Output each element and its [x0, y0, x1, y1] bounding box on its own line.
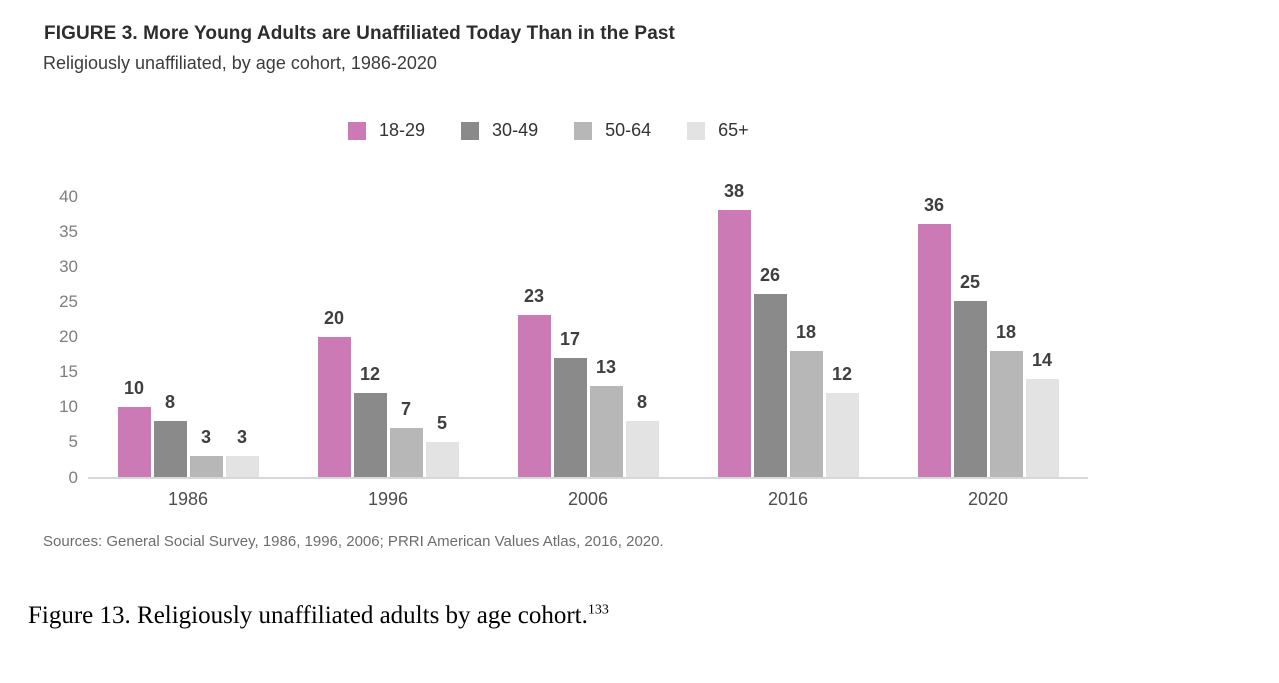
- bar-18-29-1986: 10: [117, 378, 151, 477]
- y-tick-label: 15: [59, 362, 78, 382]
- y-tick-label: 35: [59, 221, 78, 241]
- bar-value-label: 26: [759, 265, 781, 286]
- y-axis: 0 5 10 15 20 25 30 35 40: [28, 187, 78, 487]
- legend-label: 50-64: [605, 120, 652, 140]
- legend-swatch-icon: [574, 121, 593, 140]
- bar-50-64-2006: 13: [589, 357, 623, 477]
- bar-value-label: 25: [959, 272, 981, 293]
- bar-30-49-2016: 26: [753, 265, 787, 477]
- bar-value-label: 12: [359, 363, 381, 384]
- legend-item-18-29: 18-29: [348, 120, 425, 141]
- caption-text: Figure 13. Religiously unaffiliated adul…: [28, 602, 588, 629]
- bar-group-2006: 23 17 13 8 2006: [488, 196, 688, 509]
- bar-value-label: 12: [831, 363, 853, 384]
- bar-value-label: 5: [436, 412, 448, 433]
- bar-65+-2006: 8: [625, 392, 659, 477]
- bar-50-64-1996: 7: [389, 399, 423, 477]
- bar-group-2020: 36 25 18 14 2020: [888, 195, 1088, 509]
- legend-swatch-icon: [461, 121, 480, 140]
- figure-title: FIGURE 3. More Young Adults are Unaffili…: [44, 23, 675, 44]
- bar-value-label: 3: [200, 426, 212, 447]
- bar-18-29-2020: 36: [917, 195, 951, 477]
- y-tick-label: 5: [68, 432, 78, 452]
- y-tick-label: 40: [59, 186, 78, 206]
- legend-item-30-49: 30-49: [461, 120, 538, 141]
- bar-50-64-2020: 18: [989, 322, 1023, 477]
- y-tick-label: 30: [59, 256, 78, 276]
- legend-label: 30-49: [492, 120, 539, 140]
- bar-value-label: 36: [923, 195, 945, 216]
- x-axis-label-1996: 1996: [367, 489, 409, 509]
- bar-value-label: 8: [636, 391, 648, 412]
- bar-18-29-2006: 23: [517, 286, 551, 477]
- bar-value-label: 18: [995, 321, 1017, 342]
- bar-65+-1986: 3: [225, 427, 259, 477]
- bar-65+-1996: 5: [425, 413, 459, 477]
- bar-value-label: 38: [723, 181, 745, 202]
- bar-50-64-1986: 3: [189, 427, 223, 477]
- legend-item-50-64: 50-64: [574, 120, 651, 141]
- caption-footnote-ref: 133: [587, 602, 609, 618]
- bar-group-2016: 38 26 18 12 2016: [688, 181, 888, 509]
- bar-65+-2020: 14: [1025, 350, 1059, 477]
- chart-legend: 18-29 30-49 50-64 65+: [348, 120, 749, 141]
- y-tick-label: 10: [59, 397, 78, 417]
- bar-value-label: 23: [523, 286, 545, 307]
- bar-value-label: 14: [1031, 349, 1053, 370]
- bar-50-64-2016: 18: [789, 322, 823, 477]
- bar-value-label: 20: [323, 307, 345, 328]
- x-axis-label-2006: 2006: [567, 489, 609, 509]
- y-tick-label: 25: [59, 291, 78, 311]
- bar-30-49-1986: 8: [153, 392, 187, 477]
- document-caption: Figure 13. Religiously unaffiliated adul…: [28, 602, 609, 630]
- bar-value-label: 7: [400, 398, 412, 419]
- bar-65+-2016: 12: [825, 364, 859, 477]
- bar-18-29-1996: 20: [317, 308, 351, 477]
- bar-value-label: 13: [595, 356, 617, 377]
- bar-30-49-2020: 25: [953, 272, 987, 477]
- legend-label: 65+: [718, 120, 749, 140]
- figure-subtitle: Religiously unaffiliated, by age cohort,…: [43, 53, 437, 73]
- bar-chart: 0 5 10 15 20 25 30 35 40 10 8 3 3 1986 20 12 7 5 1996 23 17…: [0, 181, 1120, 509]
- bar-group-1996: 20 12 7 5 1996: [288, 196, 488, 509]
- bar-value-label: 18: [795, 321, 817, 342]
- bar-30-49-2006: 17: [553, 329, 587, 477]
- bar-value-label: 17: [559, 328, 581, 349]
- legend-swatch-icon: [348, 121, 366, 140]
- bar-group-1986: 10 8 3 3 1986: [88, 196, 288, 509]
- plot-area: 10 8 3 3 1986 20 12 7 5 1996 23 17 13 8 2006 38 26 18 12 20…: [88, 181, 1088, 509]
- x-axis-label-2016: 2016: [767, 489, 809, 509]
- bar-30-49-1996: 12: [353, 364, 387, 477]
- bar-18-29-2016: 38: [717, 181, 751, 477]
- legend-swatch-icon: [687, 121, 706, 140]
- y-tick-label: 20: [59, 327, 78, 346]
- x-axis-label-2020: 2020: [967, 489, 1009, 509]
- bar-value-label: 3: [236, 426, 248, 447]
- legend-label: 18-29: [379, 120, 426, 140]
- bar-value-label: 10: [123, 377, 145, 398]
- legend-item-65+: 65+: [687, 120, 749, 141]
- sources-note: Sources: General Social Survey, 1986, 19…: [43, 533, 664, 550]
- bar-value-label: 8: [164, 391, 176, 412]
- y-tick-label: 0: [68, 467, 78, 487]
- x-axis-label-1986: 1986: [167, 489, 209, 509]
